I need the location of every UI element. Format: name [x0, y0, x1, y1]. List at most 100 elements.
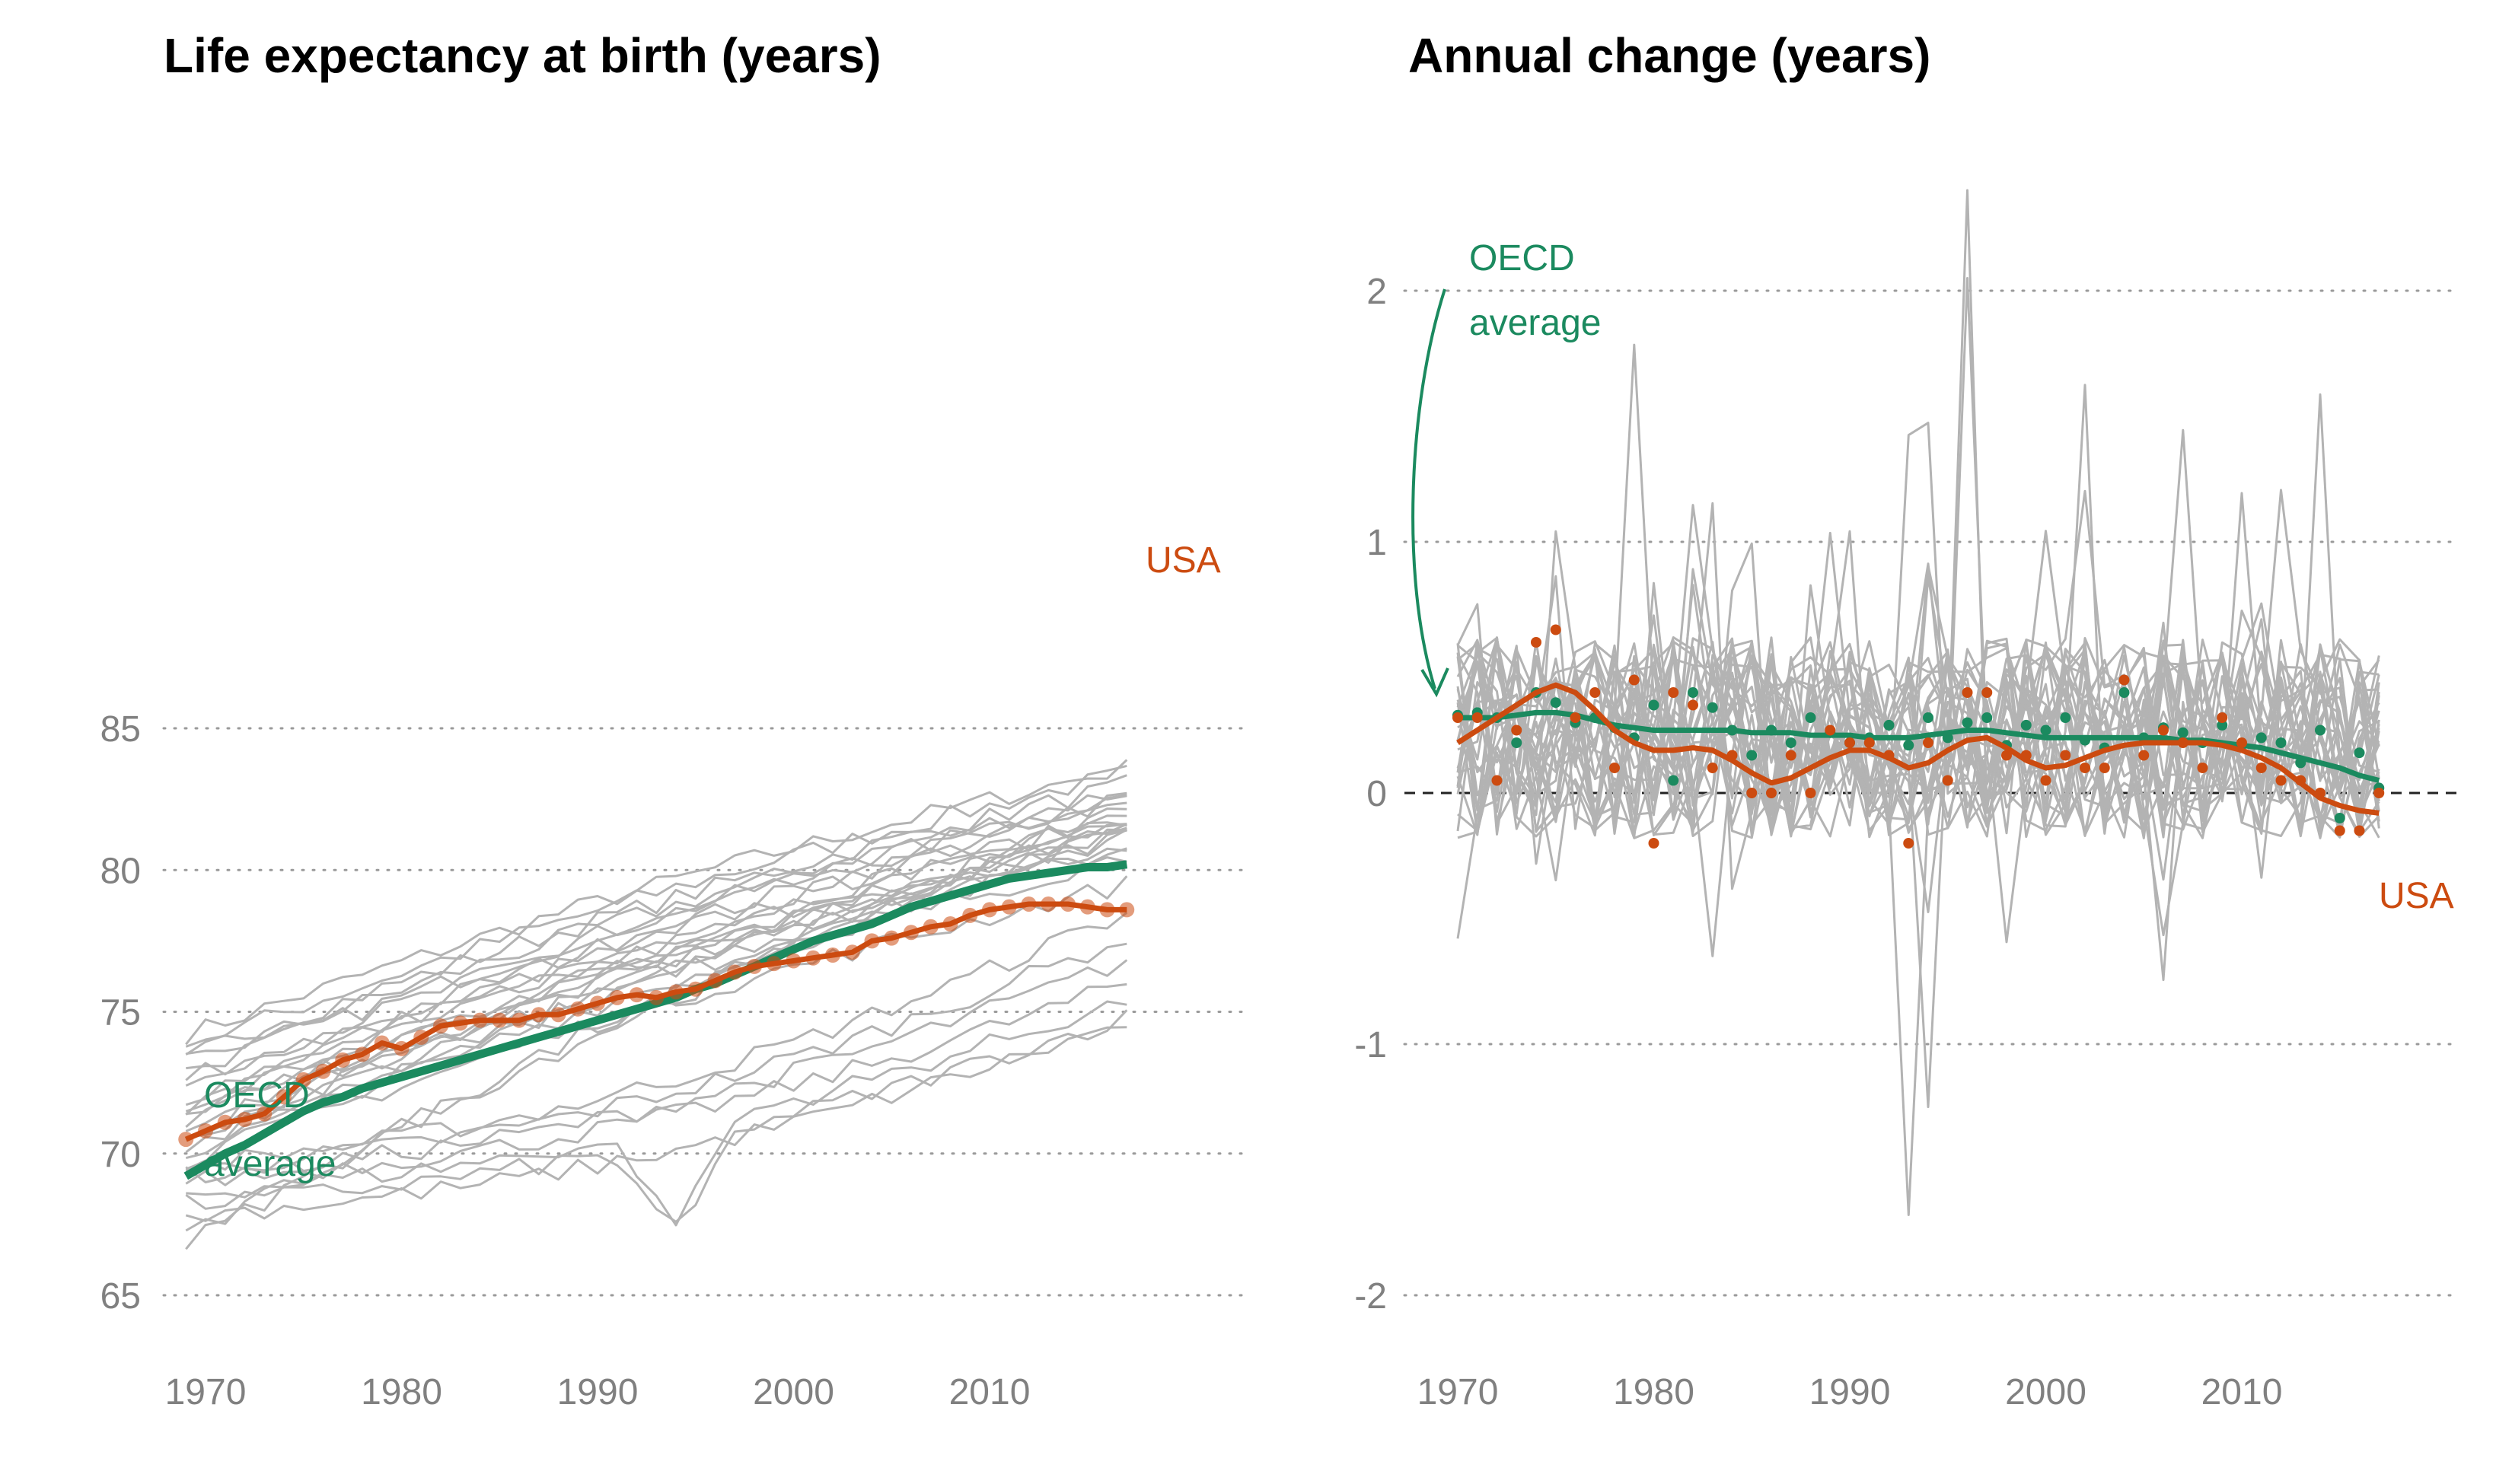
usa-change-point — [1609, 763, 1620, 773]
oecd-change-point — [1746, 750, 1758, 761]
right-series — [1452, 624, 2385, 849]
oecd-change-point — [1981, 712, 1993, 723]
life-expectancy-panel: Life expectancy at birth (years) 65 70 75 8… — [100, 28, 1250, 1412]
usa-change-point — [2040, 775, 2051, 786]
usa-change-point — [1923, 737, 1933, 748]
usa-change-point — [1844, 737, 1855, 748]
left-series — [178, 860, 1135, 1180]
left-gridlines — [162, 727, 1250, 1297]
usa-change-point — [1648, 838, 1659, 849]
oecd-change-point — [1668, 775, 1679, 786]
left-y-tick-label: 75 — [100, 993, 141, 1033]
other-country-line — [185, 821, 1127, 1113]
usa-line — [184, 901, 1127, 1142]
oecd-change-point — [2315, 724, 2326, 736]
usa-change-point — [1688, 699, 1698, 711]
oecd-change-point — [1785, 737, 1796, 748]
usa-change-point — [1452, 712, 1463, 723]
usa-change-point — [1628, 674, 1640, 686]
other-country-line — [185, 856, 1127, 1160]
other-country-change-line — [1456, 422, 2380, 830]
usa-change-point — [1805, 788, 1816, 798]
oecd-label-right-line2: average — [1469, 303, 1601, 343]
oecd-label-left-line2: average — [204, 1144, 336, 1184]
left-x-tick-label: 2000 — [753, 1372, 834, 1412]
usa-change-point — [1825, 724, 1836, 736]
oecd-change-point — [1883, 719, 1895, 731]
usa-change-point — [2354, 825, 2365, 836]
left-x-tick-label: 1980 — [361, 1372, 442, 1412]
left-chart-title: Life expectancy at birth (years) — [164, 28, 881, 83]
usa-change-point — [2217, 712, 2228, 723]
oecd-change-point — [2177, 727, 2188, 738]
usa-change-point — [1491, 775, 1503, 786]
usa-change-point — [1746, 788, 1758, 798]
left-y-tick-label: 70 — [100, 1135, 141, 1175]
oecd-label-right-line1: OECD — [1469, 238, 1575, 279]
other-country-line — [185, 791, 1127, 1081]
oecd-change-point — [1903, 740, 1914, 751]
oecd-arrowhead-icon — [1420, 667, 1449, 698]
right-x-tick-label: 2010 — [2201, 1372, 2283, 1412]
other-country-line — [185, 847, 1127, 1139]
other-country-line — [186, 829, 1127, 1139]
usa-change-point — [2373, 788, 2385, 798]
left-y-tick-label: 85 — [100, 709, 141, 750]
oecd-change-point — [2020, 719, 2032, 731]
usa-change-point — [1531, 637, 1541, 648]
oecd-label-left-line1: OECD — [204, 1075, 310, 1116]
usa-change-point — [1589, 687, 1601, 698]
usa-change-point — [2275, 775, 2287, 786]
oecd-change-point — [2275, 737, 2287, 748]
oecd-change-point — [2255, 732, 2267, 744]
right-y-tick-label: -2 — [1354, 1276, 1387, 1317]
other-country-line — [185, 764, 1127, 1056]
usa-change-point — [1962, 687, 1973, 698]
usa-change-point — [1668, 687, 1679, 698]
left-x-axis: 1970 1980 1990 2000 2010 — [165, 1372, 1031, 1412]
right-y-tick-label: -1 — [1354, 1025, 1387, 1065]
other-country-line — [185, 959, 1128, 1183]
oecd-change-point — [1688, 687, 1698, 698]
other-country-line — [185, 942, 1127, 1173]
other-country-change-line — [1456, 542, 2380, 833]
usa-change-point — [1550, 624, 1561, 635]
oecd-change-point — [1511, 737, 1522, 748]
usa-change-point — [1707, 763, 1718, 773]
other-country-line — [186, 794, 1127, 1056]
right-x-axis: 1970 1980 1990 2000 2010 — [1417, 1372, 2283, 1412]
oecd-change-point — [2217, 719, 2228, 731]
oecd-change-point — [1707, 702, 1718, 713]
oecd-change-point — [1550, 697, 1561, 709]
left-y-tick-label: 80 — [100, 851, 141, 891]
other-country-change-line — [1456, 636, 2380, 838]
usa-change-point — [1903, 838, 1914, 849]
oecd-change-point — [2334, 813, 2345, 823]
other-country-line — [186, 1000, 1127, 1227]
oecd-change-point — [1648, 699, 1659, 711]
other-country-change-line — [1456, 621, 2380, 837]
oecd-change-point — [2118, 687, 2130, 698]
right-x-tick-label: 1990 — [1809, 1372, 1891, 1412]
other-country-line — [185, 1026, 1127, 1222]
right-y-axis: -2 -1 0 1 2 — [1354, 272, 1387, 1317]
usa-change-point — [1981, 687, 1993, 698]
oecd-change-point — [1962, 717, 1973, 728]
oecd-change-point — [1805, 712, 1816, 723]
left-x-tick-label: 2010 — [949, 1372, 1031, 1412]
usa-change-point — [2236, 737, 2247, 748]
usa-change-point — [1942, 775, 1953, 786]
left-x-tick-label: 1990 — [557, 1372, 639, 1412]
usa-change-point — [1766, 788, 1777, 798]
usa-change-point — [1785, 750, 1796, 761]
left-x-tick-label: 1970 — [165, 1372, 247, 1412]
right-x-tick-label: 1970 — [1417, 1372, 1499, 1412]
usa-change-point — [1511, 724, 1522, 736]
oecd-change-point — [2060, 712, 2071, 723]
usa-change-point — [2158, 724, 2169, 736]
usa-change-point — [2255, 763, 2267, 773]
usa-change-point — [2138, 750, 2150, 761]
right-y-tick-label: 1 — [1366, 523, 1387, 563]
left-y-axis: 65 70 75 80 85 — [100, 709, 141, 1317]
